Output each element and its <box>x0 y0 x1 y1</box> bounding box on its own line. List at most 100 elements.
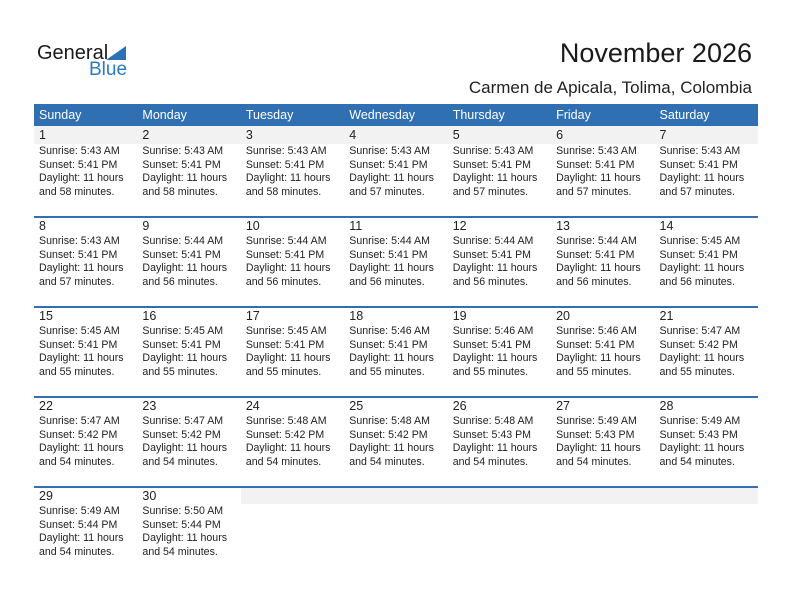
daylight1-text: Daylight: 11 hours <box>39 172 124 184</box>
day-number: 12 <box>452 219 467 233</box>
sunset-text: Sunset: 5:41 PM <box>39 158 118 171</box>
day-number: 28 <box>659 399 674 413</box>
day-number: 4 <box>344 126 448 144</box>
day-number: 18 <box>349 309 364 323</box>
sunset-text: Sunset: 5:41 PM <box>142 248 221 261</box>
sunrise-text: Sunrise: 5:43 AM <box>39 235 120 247</box>
day-info: Sunrise: 5:44 AM Sunset: 5:41 PM Daylight:… <box>137 234 240 289</box>
daylight1-text: Daylight: 11 hours <box>39 352 124 364</box>
empty-cell <box>447 488 552 576</box>
day-info: Sunrise: 5:46 AM Sunset: 5:41 PM Daylight:… <box>448 324 551 379</box>
sunset-text: Sunset: 5:41 PM <box>556 338 635 351</box>
day-info: Sunrise: 5:46 AM Sunset: 5:41 PM Daylight:… <box>551 324 654 379</box>
week-row: 29 Sunrise: 5:49 AM Sunset: 5:44 PM Dayligh… <box>34 486 758 576</box>
daylight2-text: and 54 minutes. <box>349 455 425 468</box>
day-info: Sunrise: 5:44 AM Sunset: 5:41 PM Daylight:… <box>448 234 551 289</box>
sunset-text: Sunset: 5:42 PM <box>39 428 118 441</box>
day-cell: 26 Sunrise: 5:48 AM Sunset: 5:43 PM Dayligh… <box>448 398 551 486</box>
day-number: 10 <box>245 219 260 233</box>
daylight1-text: Daylight: 11 hours <box>452 172 538 184</box>
week-row: 22 Sunrise: 5:47 AM Sunset: 5:42 PM Dayligh… <box>34 396 758 486</box>
page-title: November 2026 <box>559 38 752 68</box>
day-cell: 17 Sunrise: 5:45 AM Sunset: 5:41 PM Dayligh… <box>241 308 344 396</box>
sunrise-text: Sunrise: 5:48 AM <box>245 415 327 427</box>
daylight1-text: Daylight: 11 hours <box>556 352 641 364</box>
daylight2-text: and 54 minutes. <box>142 455 218 468</box>
daylight1-text: Daylight: 11 hours <box>452 262 538 274</box>
daylight2-text: and 57 minutes. <box>349 185 425 198</box>
daylight1-text: Daylight: 11 hours <box>349 352 434 364</box>
sunrise-text: Sunrise: 5:47 AM <box>39 415 120 427</box>
calendar-grid: Sunday Monday Tuesday Wednesday Thursday Frid… <box>34 104 758 576</box>
sunset-text: Sunset: 5:41 PM <box>39 248 118 261</box>
day-cell: 3 Sunrise: 5:43 AM Sunset: 5:41 PM Daylight… <box>240 126 345 216</box>
daylight1-text: Daylight: 11 hours <box>659 172 745 184</box>
day-info: Sunrise: 5:45 AM Sunset: 5:41 PM Daylight:… <box>34 324 137 379</box>
daylight1-text: Daylight: 11 hours <box>39 532 124 544</box>
daylight2-text: and 55 minutes. <box>659 365 735 378</box>
sunrise-text: Sunrise: 5:49 AM <box>39 505 120 517</box>
sunset-text: Sunset: 5:41 PM <box>452 158 532 171</box>
day-number: 7 <box>654 126 758 144</box>
daylight1-text: Daylight: 11 hours <box>349 172 434 184</box>
sunset-text: Sunset: 5:41 PM <box>452 248 532 261</box>
day-cell: 12 Sunrise: 5:44 AM Sunset: 5:41 PM Dayligh… <box>448 218 551 306</box>
daylight1-text: Daylight: 11 hours <box>142 262 228 274</box>
day-cell: 4 Sunrise: 5:43 AM Sunset: 5:41 PM Daylight… <box>344 126 448 216</box>
day-cell: 13 Sunrise: 5:44 AM Sunset: 5:41 PM Dayligh… <box>551 218 654 306</box>
weekday-thursday: Thursday <box>452 108 505 122</box>
day-info: Sunrise: 5:46 AM Sunset: 5:41 PM Daylight:… <box>344 324 447 379</box>
sunrise-text: Sunrise: 5:43 AM <box>245 145 327 157</box>
general-blue-logo: General Blue <box>37 42 137 82</box>
day-info: Sunrise: 5:49 AM Sunset: 5:43 PM Daylight:… <box>551 414 654 469</box>
daylight1-text: Daylight: 11 hours <box>245 262 331 274</box>
day-cell: 1 Sunrise: 5:43 AM Sunset: 5:41 PM Daylight… <box>34 126 138 216</box>
sunset-text: Sunset: 5:41 PM <box>142 338 221 351</box>
day-cell: 29 Sunrise: 5:49 AM Sunset: 5:44 PM Dayligh… <box>34 488 137 576</box>
day-number: 16 <box>142 309 157 323</box>
logo-triangle-icon <box>106 46 126 60</box>
location-subtitle: Carmen de Apicala, Tolima, Colombia <box>468 78 752 97</box>
sunset-text: Sunset: 5:42 PM <box>245 428 325 441</box>
day-number: 5 <box>447 126 552 144</box>
daylight2-text: and 54 minutes. <box>39 455 115 468</box>
day-number: 24 <box>245 399 260 413</box>
sunrise-text: Sunrise: 5:44 AM <box>452 235 534 247</box>
sunset-text: Sunset: 5:43 PM <box>556 428 635 441</box>
daylight2-text: and 55 minutes. <box>452 365 529 378</box>
day-number: 30 <box>142 489 157 503</box>
weekday-friday: Friday <box>556 108 591 122</box>
day-cell: 18 Sunrise: 5:46 AM Sunset: 5:41 PM Dayligh… <box>344 308 447 396</box>
sunrise-text: Sunrise: 5:43 AM <box>39 145 120 157</box>
daylight1-text: Daylight: 11 hours <box>245 352 331 364</box>
sunset-text: Sunset: 5:41 PM <box>39 338 118 351</box>
daylight2-text: and 55 minutes. <box>556 365 632 378</box>
sunrise-text: Sunrise: 5:49 AM <box>556 415 637 427</box>
daylight1-text: Daylight: 11 hours <box>142 172 228 184</box>
day-cell: 30 Sunrise: 5:50 AM Sunset: 5:44 PM Dayligh… <box>137 488 240 576</box>
day-number: 3 <box>240 126 345 144</box>
sunrise-text: Sunrise: 5:44 AM <box>349 235 430 247</box>
sunset-text: Sunset: 5:42 PM <box>659 338 738 351</box>
day-cell: 8 Sunrise: 5:43 AM Sunset: 5:41 PM Daylight… <box>34 218 137 306</box>
daylight2-text: and 54 minutes. <box>245 455 322 468</box>
day-number: 25 <box>349 399 364 413</box>
day-number: 1 <box>34 126 138 144</box>
daylight2-text: and 57 minutes. <box>452 185 529 198</box>
day-info: Sunrise: 5:43 AM Sunset: 5:41 PM Daylight:… <box>241 144 344 199</box>
week-row: 1 Sunrise: 5:43 AM Sunset: 5:41 PM Daylight… <box>34 126 758 216</box>
day-cell: 21 Sunrise: 5:47 AM Sunset: 5:42 PM Dayligh… <box>655 308 758 396</box>
daylight2-text: and 56 minutes. <box>245 275 322 288</box>
sunrise-text: Sunrise: 5:47 AM <box>142 415 224 427</box>
day-info: Sunrise: 5:44 AM Sunset: 5:41 PM Daylight:… <box>241 234 344 289</box>
daylight2-text: and 56 minutes. <box>349 275 425 288</box>
day-cell: 15 Sunrise: 5:45 AM Sunset: 5:41 PM Dayligh… <box>34 308 137 396</box>
daylight2-text: and 56 minutes. <box>452 275 529 288</box>
daylight1-text: Daylight: 11 hours <box>659 352 745 364</box>
daylight2-text: and 58 minutes. <box>39 185 115 198</box>
day-number: 20 <box>556 309 571 323</box>
day-info: Sunrise: 5:43 AM Sunset: 5:41 PM Daylight:… <box>34 234 137 289</box>
day-cell: 9 Sunrise: 5:44 AM Sunset: 5:41 PM Daylight… <box>137 218 240 306</box>
sunrise-text: Sunrise: 5:44 AM <box>556 235 637 247</box>
empty-cell <box>344 488 448 576</box>
